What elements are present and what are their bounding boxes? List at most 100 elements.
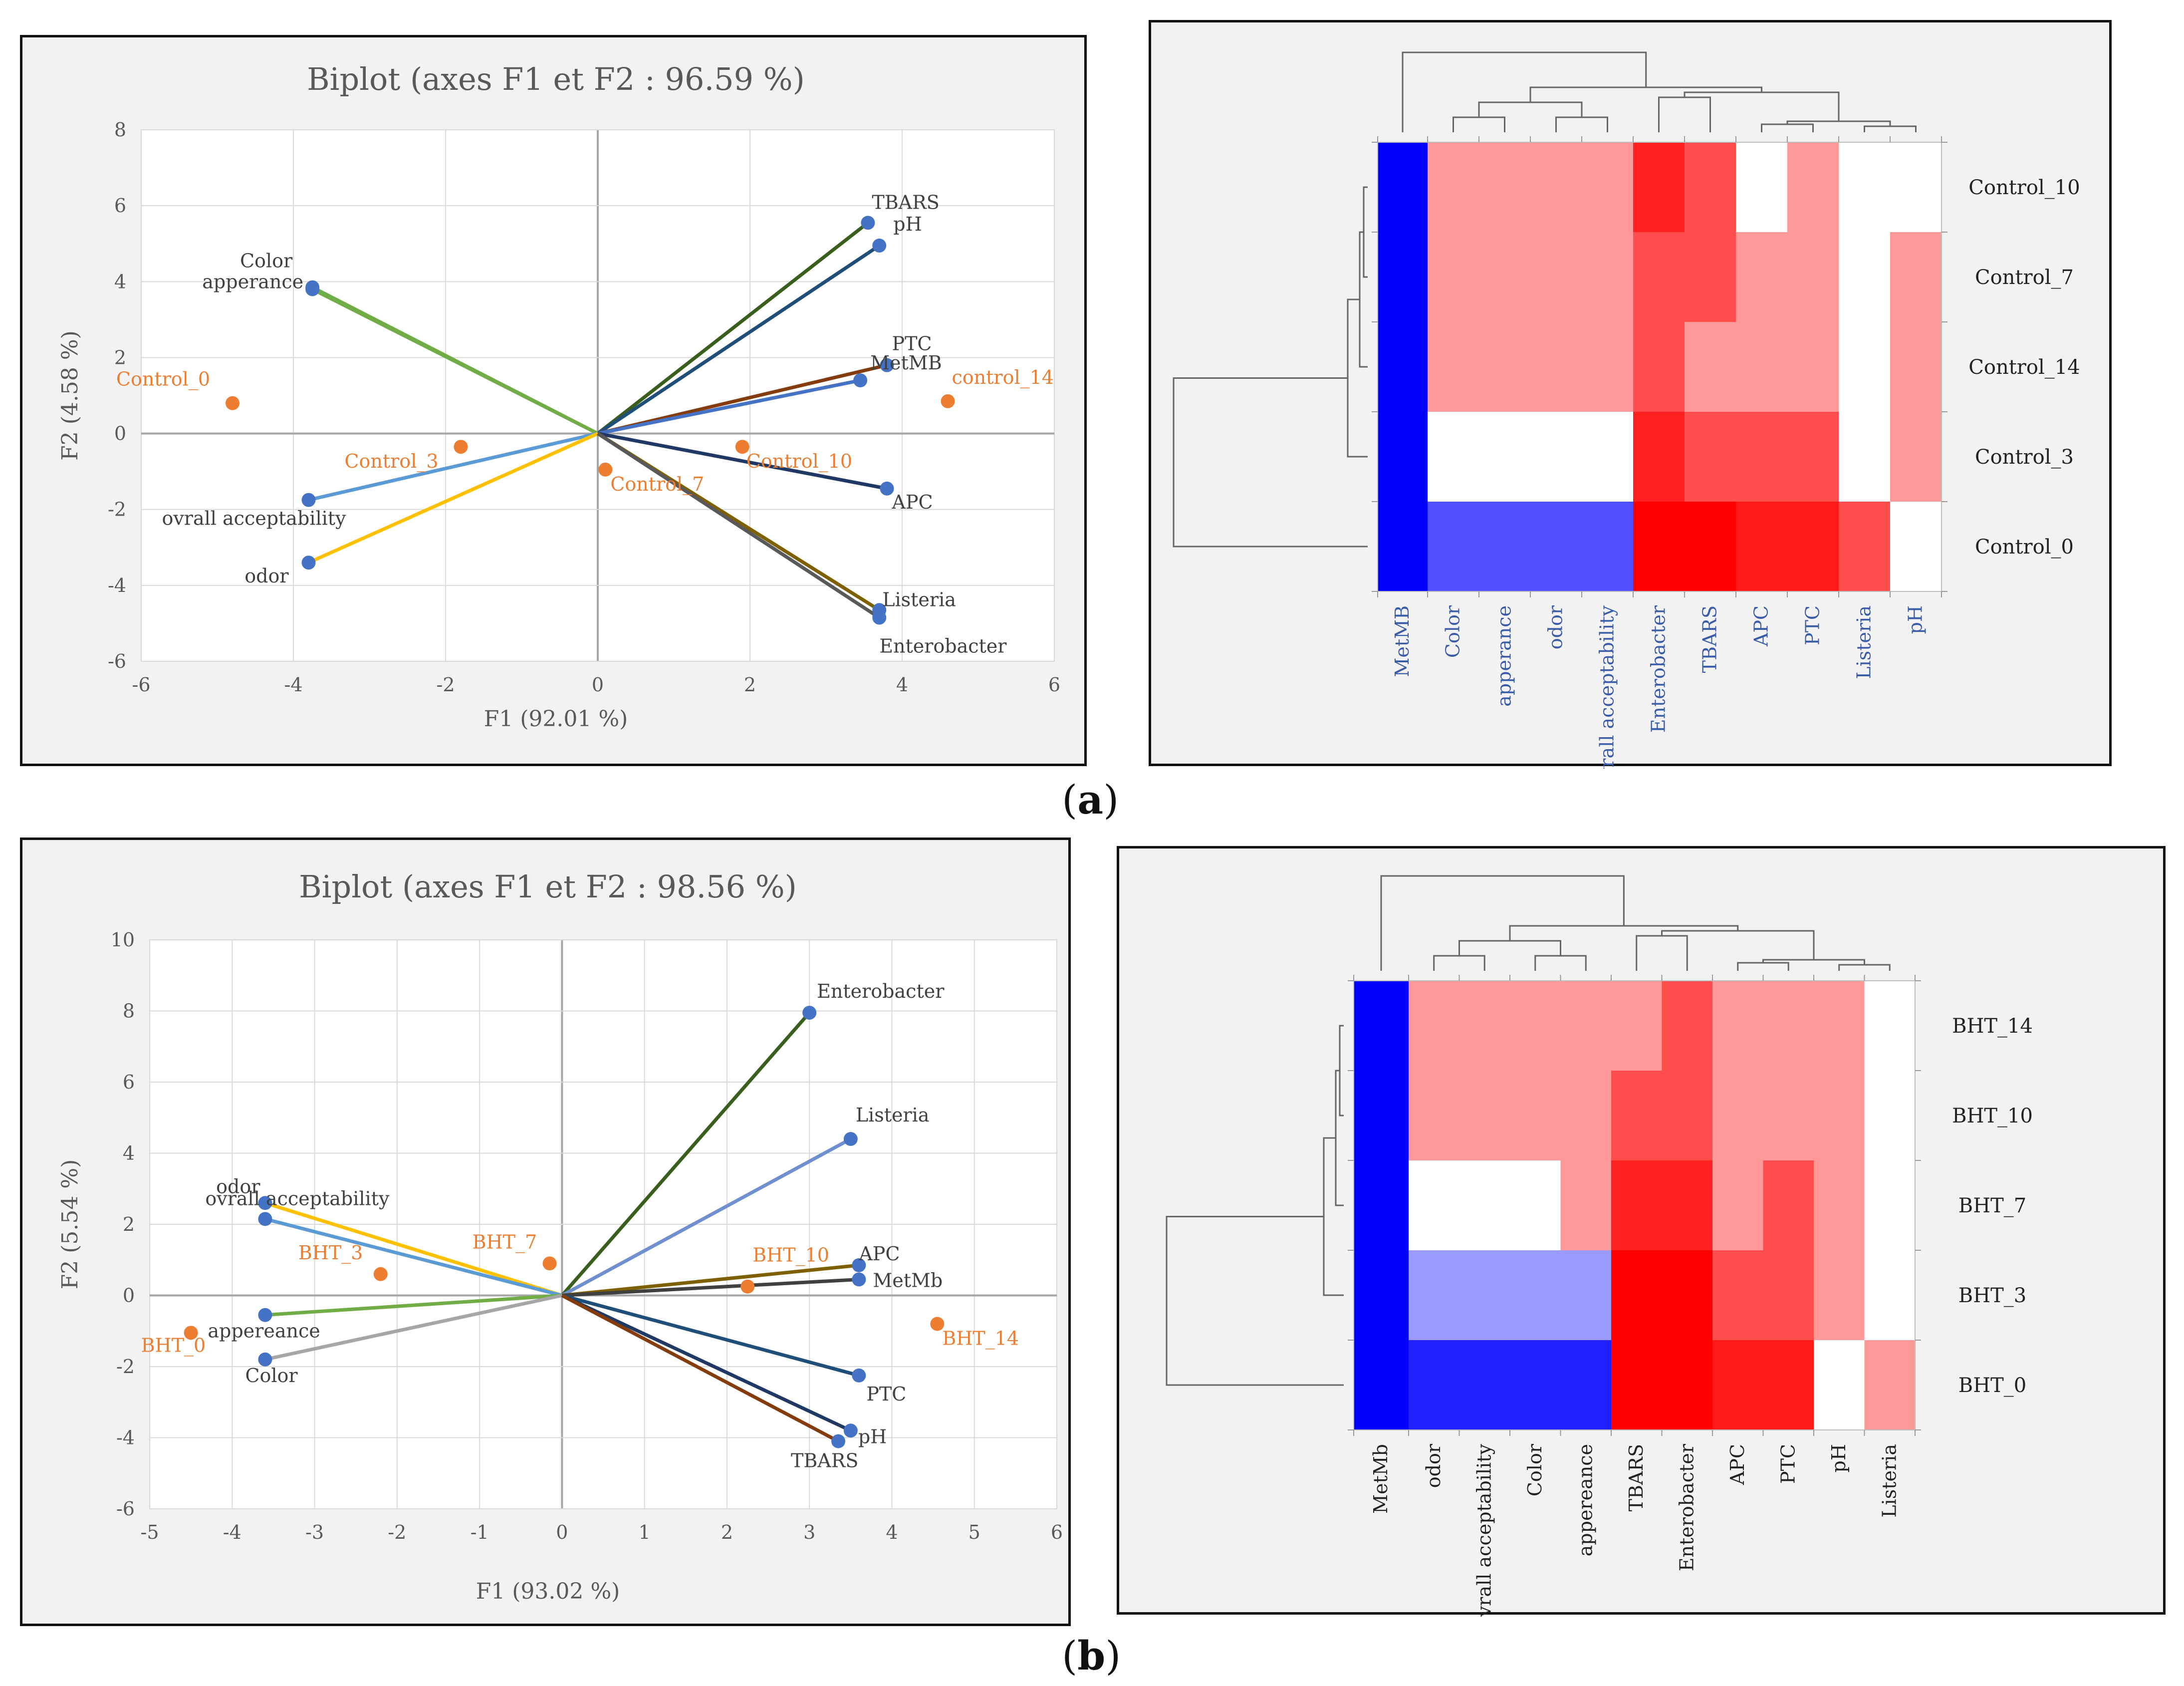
biplot_a-x-tick-label: 2 [744,674,756,696]
heatmap_a-cell [1736,142,1788,233]
biplot_a-vector-line [597,432,881,619]
biplot_b-observation-point [740,1279,755,1294]
biplot_a-observation-label: Control_10 [746,450,852,473]
heatmap_a-grid-border [1377,142,1942,592]
heatmap_a-cell [1633,412,1685,502]
biplot_a-variable-label: pH [893,213,922,235]
biplot_a-observation-label: Control_3 [344,450,438,473]
biplot_a-y-axis-label: F2 (4.58 %) [57,330,83,461]
biplot_b-vector-line [264,1201,563,1297]
biplot_b-vector-line [264,1294,563,1362]
biplot_b-x-tick-label: -1 [471,1521,489,1543]
biplot_a-observation-point [735,440,749,454]
heatmap_b-column-label: MetMb [1370,1444,1392,1514]
heatmap_b-column-dendrogram [1838,964,1891,971]
heatmap_a-cell [1530,142,1582,233]
heatmap_b-column-label: odor [1423,1443,1445,1488]
heatmap_a-row-dendrogram [1347,298,1368,458]
heatmap_b-cell [1662,1250,1713,1341]
heatmap_a-cell [1428,232,1479,322]
biplot_a-y-tick-label: 0 [114,423,126,445]
biplot_b-vector-line [265,1294,562,1317]
biplot_a-variable-label: PTC [892,333,932,355]
biplot_a-variable-label: Listeria [882,588,956,610]
heatmap_a-column-dendrogram [1658,96,1711,132]
biplot_a-x-tick-label: 6 [1048,674,1060,696]
heatmap_a-column-dendrogram [1453,116,1505,132]
biplot_b-variable-point [852,1272,866,1287]
biplot-b-panel: Biplot (axes F1 et F2 : 98.56 %) -5 -4 -3 -2… [20,838,1071,1626]
heatmap_a-cell [1582,232,1634,322]
biplot_b-variable-label: appereance [208,1320,320,1342]
heatmap_b-row-label: BHT_3 [1958,1284,2026,1307]
heatmap_a-cell [1479,412,1531,502]
heatmap_a-cell [1582,412,1634,502]
heatmap_a-cell [1378,412,1428,502]
heatmap_a-column-dendrogram [1402,51,1647,132]
biplot_b-vector-line [561,1294,852,1432]
biplot_b-variable-label: ovrall acceptability [205,1187,390,1209]
biplot_a-x-tick-label: -4 [284,674,302,696]
heatmap-b-panel: MetMb odor ovrall acceptability Color appere… [1117,846,2166,1617]
heatmap_a-row-label: Control_3 [1975,446,2074,469]
biplot_a-variable-point [305,282,320,296]
heatmap_b-cell [1662,1340,1713,1430]
heatmap_b-cell [1864,1250,1916,1341]
biplot_a-variable-point [301,556,316,570]
heatmap_a-cell [1633,142,1685,233]
biplot_b-y-tick-label: 8 [123,1000,135,1022]
heatmap_b-column-dendrogram [1433,955,1485,971]
heatmap_a-column-label: APC [1750,605,1772,647]
heatmap_b-cell [1459,1071,1510,1161]
heatmap_b-cell [1560,1250,1612,1341]
heatmap_b-cell [1560,981,1612,1071]
heatmap_a-row-dendrogram [1363,186,1368,278]
heatmap_a-cell [1787,412,1839,502]
heatmap_b-grid-border [1353,980,1916,1430]
heatmap_a-cell [1736,232,1788,322]
heatmap_b-cell [1814,981,1865,1071]
heatmap_a-cell [1428,142,1479,233]
heatmap_b-column-label: APC [1726,1444,1748,1485]
biplot_b-x-tick-label: 6 [1051,1521,1063,1543]
heatmap_a-cell [1685,232,1736,322]
biplot_a-variable-label: ovrall acceptability [162,508,346,530]
heatmap_a-column-label: Enterobacter [1648,605,1670,733]
heatmap_b-cell [1712,1340,1763,1430]
heatmap_a-cell [1890,142,1942,233]
heatmap_b-cell [1409,1250,1459,1341]
heatmap_a-cell [1479,142,1531,233]
heatmap_a-cell [1479,502,1531,592]
heatmap_b-cell [1354,1340,1409,1430]
biplot_b-observation-point [930,1317,945,1331]
heatmap_b-row-label: BHT_7 [1958,1194,2026,1217]
biplot_b-variable-point [852,1368,866,1383]
heatmap_b-column-label: appereance [1574,1444,1596,1556]
biplot_b-variable-point [852,1258,866,1272]
heatmap_a-cell [1839,502,1891,592]
biplot_b-x-tick-label: -5 [140,1521,159,1543]
heatmap_b-cell [1459,1340,1510,1430]
biplot_b-variable-point [258,1308,272,1322]
biplot-b-chart: Biplot (axes F1 et F2 : 98.56 %) -5 -4 -3 -2… [57,868,1063,1604]
heatmap_a-cell [1839,322,1891,412]
biplot_b-x-tick-label: 2 [721,1521,733,1543]
biplot_b-observation-label: BHT_7 [473,1231,537,1253]
heatmap_b-column-label: ovrall acceptability [1473,1443,1495,1617]
biplot_a-variable-label: apperance [202,271,303,293]
heatmap_a-cell [1787,502,1839,592]
heatmap_b-column-label: Enterobacter [1676,1443,1698,1571]
heatmap_a-cell [1530,412,1582,502]
heatmap_b-column-label: Color [1524,1443,1546,1496]
heatmap_a-row-dendrogram [1173,377,1368,548]
heatmap_b-cell [1459,981,1510,1071]
biplot_a-x-tick-label: 0 [592,674,604,696]
heatmap_b-cell [1354,1160,1409,1251]
heatmap_a-column-dendrogram [1478,101,1583,117]
biplot_a-variable-point [853,373,868,388]
biplot_b-variable-point [843,1132,858,1146]
biplot_b-y-tick-label: 6 [123,1071,135,1093]
biplot_b-variable-point [258,1196,272,1210]
biplot_b-variable-label: pH [858,1425,887,1447]
biplot_b-x-tick-label: 1 [639,1521,651,1543]
